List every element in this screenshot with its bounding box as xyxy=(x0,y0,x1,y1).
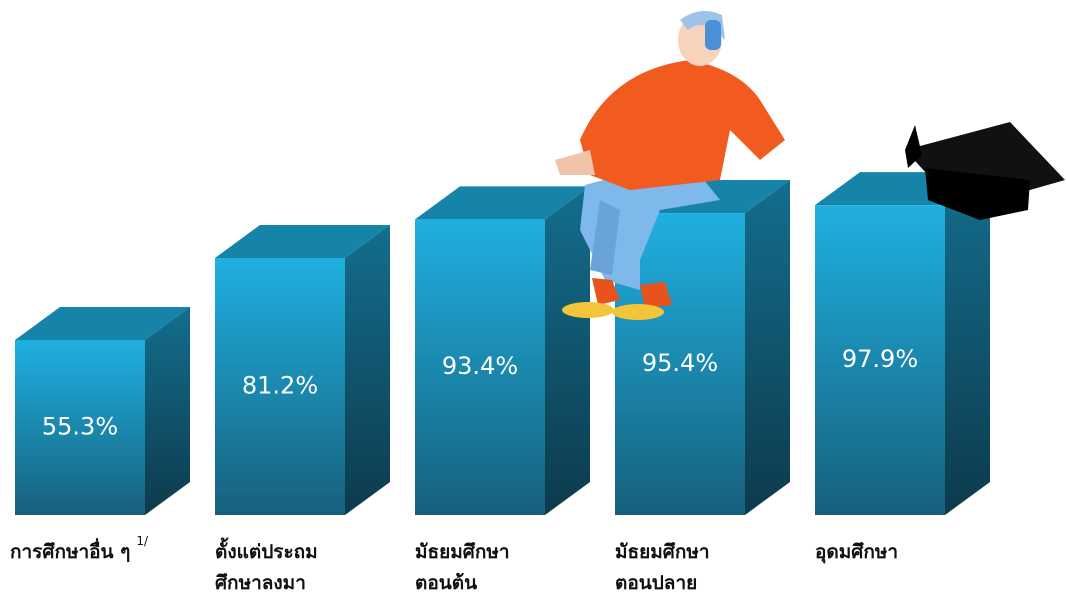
bar-front xyxy=(815,205,945,516)
bar-top xyxy=(415,186,590,220)
bar: 97.9% xyxy=(815,172,990,516)
bar: 81.2% xyxy=(215,225,390,515)
bar-side xyxy=(145,306,190,515)
bar-side xyxy=(545,186,590,515)
bar-front xyxy=(215,258,345,515)
category-line: มัธยมศึกษา xyxy=(415,541,510,563)
category-label: มัธยมศึกษาตอนต้น xyxy=(415,541,510,594)
bar-front xyxy=(415,219,545,516)
bar: 93.4% xyxy=(415,186,590,516)
category-line: ตอนปลาย xyxy=(615,572,697,594)
category-label: มัธยมศึกษาตอนปลาย xyxy=(615,541,710,594)
value-label: 93.4% xyxy=(442,352,518,380)
bar: 55.3% xyxy=(15,306,190,515)
bar-top xyxy=(215,225,390,259)
bar-side xyxy=(945,172,990,516)
category-line: การศึกษาอื่น ๆ xyxy=(10,538,130,563)
category-label: อุดมศึกษา xyxy=(815,541,898,564)
value-label: 95.4% xyxy=(642,349,718,377)
bar: 95.4% xyxy=(615,180,790,515)
category-line: ตั้งแต่ประถม xyxy=(215,537,318,563)
bar-side xyxy=(745,180,790,515)
category-line: อุดมศึกษา xyxy=(815,541,898,564)
bars: 55.3% 81.2% 93.4% 95.4% 97.9% xyxy=(15,172,990,516)
category-note: 1/ xyxy=(136,534,149,548)
value-label: 81.2% xyxy=(242,372,318,400)
graduation-cap xyxy=(905,122,1065,220)
bar-top xyxy=(15,306,190,340)
category-label: การศึกษาอื่น ๆ xyxy=(10,538,130,563)
category-line: ตอนต้น xyxy=(415,572,477,594)
category-label: ตั้งแต่ประถมศึกษาลงมา xyxy=(215,537,318,594)
labels: การศึกษาอื่น ๆ 1/ตั้งแต่ประถมศึกษาลงมา มัธ… xyxy=(10,534,898,594)
value-label: 55.3% xyxy=(42,412,118,440)
value-label: 97.9% xyxy=(842,345,918,373)
bar-front xyxy=(15,339,145,515)
person-illustration xyxy=(555,11,785,320)
category-line: ศึกษาลงมา xyxy=(215,572,306,594)
category-line: มัธยมศึกษา xyxy=(615,541,710,563)
bar-side xyxy=(345,225,390,515)
